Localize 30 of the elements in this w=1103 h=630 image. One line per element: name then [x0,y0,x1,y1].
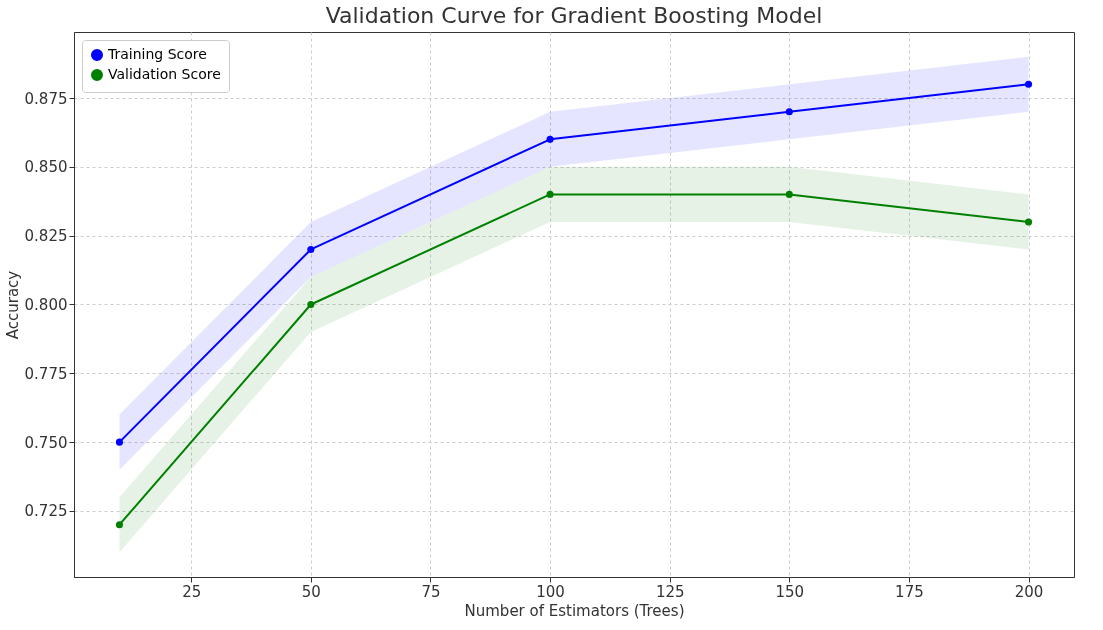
y-tick-label: 0.850 [24,158,68,177]
x-tick-label: 75 [421,582,441,601]
x-tick-label: 150 [775,582,805,601]
point [1025,80,1033,88]
x-tick-label: 25 [182,582,202,601]
y-tick-label: 0.775 [24,364,68,383]
x-tick-label: 50 [301,582,321,601]
point [546,135,554,143]
point [546,190,554,198]
point [115,521,123,529]
x-tick-label: 100 [536,582,565,601]
x-axis-title: Number of Estimators (Trees) [464,601,685,620]
y-tick-label: 0.875 [24,89,68,108]
point [785,108,793,116]
x-tick-label: 125 [655,582,685,601]
point [785,190,793,198]
y-axis-title: Accuracy [3,270,22,340]
chart-title: Validation Curve for Gradient Boosting Model [325,3,823,28]
point [1025,218,1033,226]
point [307,245,315,253]
y-tick-label: 0.750 [24,433,68,452]
point [115,438,123,446]
legend-label: Training Score [107,46,207,62]
y-tick-label: 0.825 [24,227,68,246]
y-tick-label: 0.800 [24,296,68,314]
point [307,300,315,309]
legend-label: Validation Score [108,66,221,82]
x-tick-label: 175 [895,582,924,601]
x-tick-label: 200 [1014,582,1044,601]
y-tick-label: 0.725 [24,502,68,521]
